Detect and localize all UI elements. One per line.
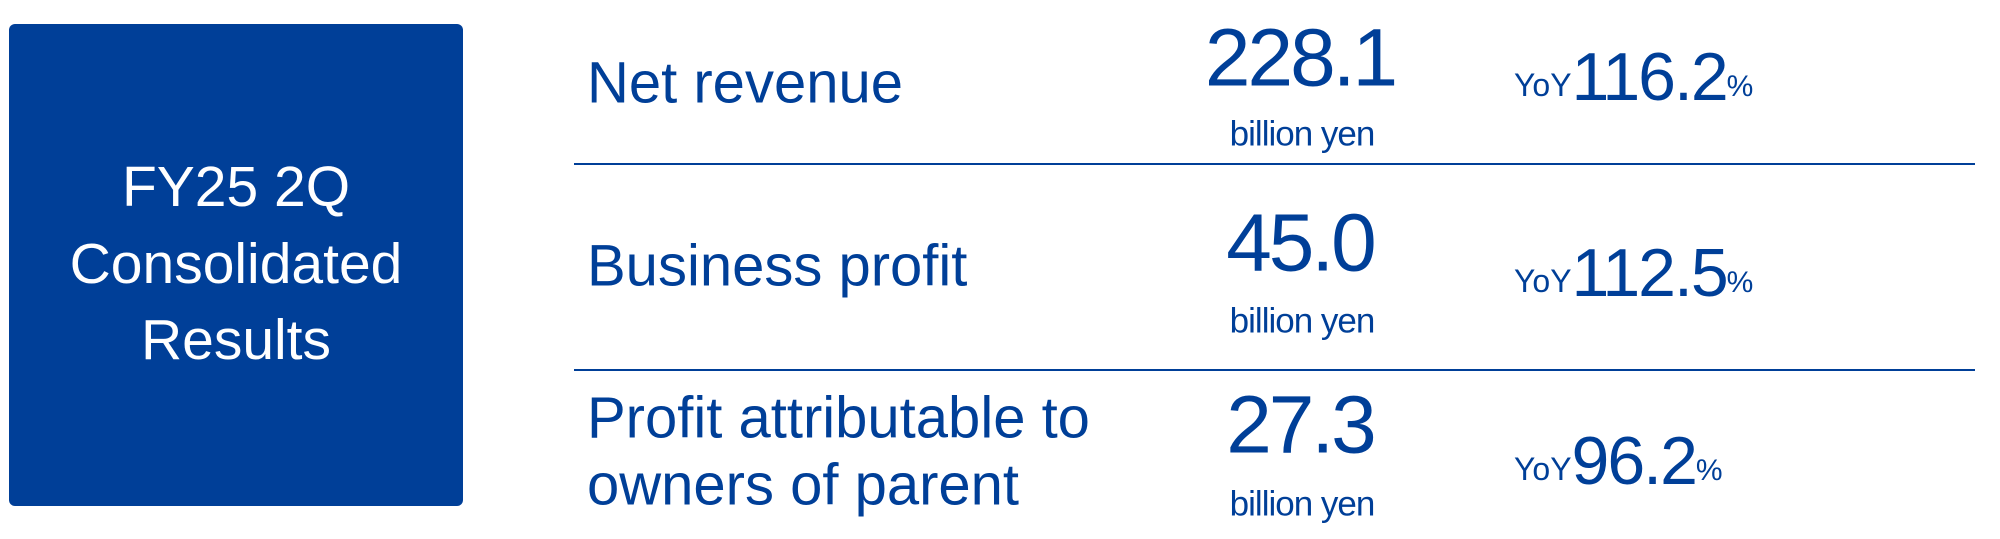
row-label: Net revenue [587,50,903,115]
row-label: owners of parent [587,452,1019,517]
row-label: Business profit [587,233,967,298]
title-line: Results [141,308,331,372]
value: 45.0 [1226,198,1374,289]
value: 27.3 [1226,380,1374,471]
value: 228.1 [1205,13,1395,104]
yoy-unit: % [1727,266,1754,299]
title-box [9,24,463,506]
yoy: YoY96.2% [1514,423,1723,499]
unit: billion yen [1230,484,1375,523]
unit: billion yen [1230,114,1375,153]
yoy-unit: % [1696,454,1723,487]
row-label: Profit attributable to [587,385,1090,450]
yoy-unit: % [1727,70,1754,103]
yoy: YoY112.5% [1514,235,1753,311]
yoy-value: 96.2 [1572,423,1696,499]
yoy-prefix: YoY [1514,67,1572,103]
title-line: FY25 2Q [122,155,350,219]
yoy-prefix: YoY [1514,451,1572,487]
title-line: Consolidated [70,232,403,296]
yoy-value: 116.2 [1572,39,1727,115]
yoy-value: 112.5 [1572,235,1727,311]
yoy-prefix: YoY [1514,263,1572,299]
unit: billion yen [1230,301,1375,340]
yoy: YoY116.2% [1514,39,1753,115]
